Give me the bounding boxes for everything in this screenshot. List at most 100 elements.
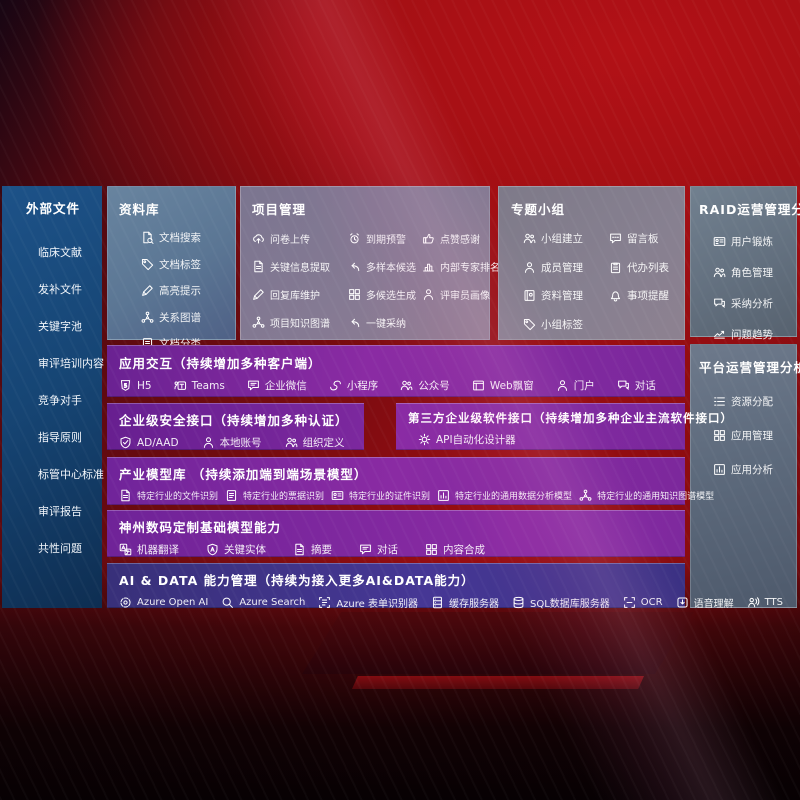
external-file-item: 指导原则 xyxy=(38,431,82,444)
ai-data-item: SQL数据库服务器 xyxy=(512,595,610,610)
ai-data-row: AI & DATA 能力管理（持续为接入更多AI&DATA能力） Azure O… xyxy=(107,563,783,610)
security-interface-title: 企业级安全接口（持续增加多种认证） xyxy=(119,413,349,428)
industry-model-item: 特定行业的证件识别 xyxy=(331,489,430,502)
industry-model-item: 特定行业的票据识别 xyxy=(225,489,324,502)
grid-icon xyxy=(348,288,361,301)
interaction-item: 小程序 xyxy=(329,378,378,393)
tag-icon xyxy=(141,258,154,271)
docsearch-icon xyxy=(141,231,154,244)
project-item: 内部专家排名 xyxy=(422,259,500,274)
alarm-icon xyxy=(348,232,361,245)
thirdparty-item: API自动化设计器 xyxy=(418,432,516,447)
interaction-item: 企业微信 xyxy=(247,378,307,393)
topic-groups-title: 专题小组 xyxy=(511,202,566,217)
external-file-item: 关键字池 xyxy=(38,320,82,333)
external-file-item: 审评报告 xyxy=(38,505,82,518)
ai-data-item: 缓存服务器 xyxy=(431,595,499,610)
group-item: 成员管理 xyxy=(523,260,609,275)
interaction-item: 公众号 xyxy=(400,378,450,393)
external-file-item: 临床文献 xyxy=(38,246,82,259)
bell-icon xyxy=(609,289,622,302)
tag-icon xyxy=(523,318,536,331)
library-item: 高亮提示 xyxy=(141,283,235,298)
industry-models-title: 产业模型库 （持续添加端到端场景模型） xyxy=(119,467,368,482)
thumb-icon xyxy=(422,232,435,245)
trend-icon xyxy=(713,328,726,341)
project-item: 多样本候选 xyxy=(348,259,422,274)
platform-item: 应用管理 xyxy=(713,428,796,443)
base-model-item: 关键实体 xyxy=(206,542,266,557)
docscan-icon xyxy=(318,596,331,609)
list-icon xyxy=(713,395,726,408)
industry-model-item: 特定行业的通用知识图谱模型 xyxy=(579,489,714,502)
topic-groups-panel: 专题小组 小组建立 留言板 成员管理 xyxy=(498,186,685,340)
doc-icon xyxy=(293,543,306,556)
platform-analysis-panel: 平台运营管理分析 资源分配 应用管理 应用分析 xyxy=(690,344,800,608)
shield-icon xyxy=(119,436,132,449)
library-panel: 资料库 文档搜索 文档标签 高亮提示 xyxy=(107,186,236,350)
gear-icon xyxy=(418,433,431,446)
scurve-icon xyxy=(329,379,342,392)
interaction-item: H5 xyxy=(119,379,152,392)
cloudup-icon xyxy=(252,232,265,245)
bbs-icon xyxy=(609,232,622,245)
pencil-icon xyxy=(252,288,265,301)
platform-item: 应用分析 xyxy=(713,462,796,477)
security-item: 本地账号 xyxy=(202,435,262,450)
window-icon xyxy=(472,379,485,392)
interaction-item: 门户 xyxy=(556,378,595,393)
industry-model-item: 特定行业的文件识别 xyxy=(119,489,218,502)
chat-icon xyxy=(247,379,260,392)
library-item: 文档标签 xyxy=(141,257,235,272)
library-item: 关系图谱 xyxy=(141,310,235,325)
chat-icon xyxy=(359,543,372,556)
library-title: 资料库 xyxy=(119,202,160,217)
search-icon xyxy=(221,596,234,609)
interaction-item: 对话 xyxy=(617,378,656,393)
project-item: 到期预警 xyxy=(348,231,422,246)
external-file-item: 标管中心标准 xyxy=(38,468,104,481)
thirdparty-interface-row: 第三方企业级软件接口（持续增加多种企业主流软件接口） API自动化设计器 xyxy=(396,403,732,450)
idcard-icon xyxy=(331,489,344,502)
project-item: 一键采纳 xyxy=(348,315,422,330)
doc-icon xyxy=(119,489,132,502)
person-icon xyxy=(422,288,435,301)
voice-icon xyxy=(676,596,689,609)
project-item: 回复库维护 xyxy=(252,287,348,302)
teams-icon xyxy=(174,379,187,392)
idcard-icon xyxy=(713,235,726,248)
tts-icon xyxy=(747,596,760,609)
podium-icon xyxy=(422,260,435,273)
group-item: 事项提醒 xyxy=(609,288,684,303)
raid-item: 角色管理 xyxy=(713,265,796,280)
chart-icon xyxy=(713,463,726,476)
pencil-icon xyxy=(141,284,154,297)
group-item: 小组建立 xyxy=(523,231,609,246)
project-item: 项目知识图谱 xyxy=(252,315,348,330)
base-model-item: 对话 xyxy=(359,542,398,557)
translate-icon xyxy=(119,543,132,556)
ai-data-item: Azure 表单识别器 xyxy=(318,595,418,610)
group-item: 留言板 xyxy=(609,231,684,246)
chart-icon xyxy=(437,489,450,502)
ai-data-item: OCR xyxy=(623,596,663,609)
ai-data-item: Azure Open AI xyxy=(119,596,208,609)
library-item: 文档搜索 xyxy=(141,230,235,245)
person-icon xyxy=(556,379,569,392)
project-item: 评审员画像 xyxy=(422,287,500,302)
industry-model-item: 特定行业的通用数据分析模型 xyxy=(437,489,572,502)
shielda-icon xyxy=(206,543,219,556)
base-model-item: 摘要 xyxy=(293,542,332,557)
platform-item: 资源分配 xyxy=(713,394,796,409)
people-icon xyxy=(285,436,298,449)
desk-reflection-bar xyxy=(352,676,644,689)
person-icon xyxy=(523,261,536,274)
external-files-panel: 外部文件 临床文献 发补文件 关键字池 审评培训内容 xyxy=(2,186,104,608)
grid-icon xyxy=(713,429,726,442)
base-models-row: 神州数码定制基础模型能力 机器翻译 关键实体 摘要 xyxy=(107,510,685,557)
h5-icon xyxy=(119,379,132,392)
external-file-item: 共性问题 xyxy=(38,542,82,555)
project-management-title: 项目管理 xyxy=(252,202,307,217)
group-item: 代办列表 xyxy=(609,260,684,275)
